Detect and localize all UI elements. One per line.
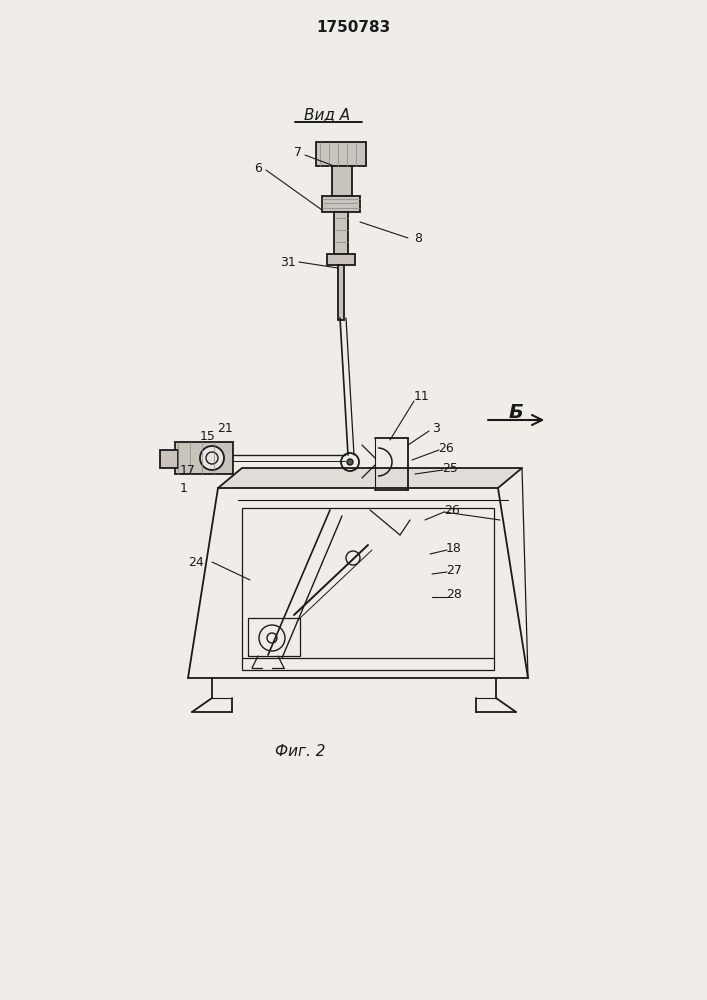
Bar <box>334 212 348 254</box>
Text: 1750783: 1750783 <box>316 20 390 35</box>
Bar <box>338 265 344 320</box>
Text: 8: 8 <box>414 232 422 244</box>
Text: 1: 1 <box>180 482 188 494</box>
Polygon shape <box>218 468 522 488</box>
Bar <box>242 508 494 670</box>
Text: 24: 24 <box>188 556 204 568</box>
Bar <box>322 196 360 212</box>
Text: 7: 7 <box>294 145 302 158</box>
Circle shape <box>200 446 224 470</box>
Text: 31: 31 <box>280 255 296 268</box>
Bar <box>175 442 233 474</box>
Text: Фиг. 2: Фиг. 2 <box>275 744 325 760</box>
Bar <box>160 450 178 468</box>
Text: 3: 3 <box>432 422 440 434</box>
Circle shape <box>347 459 353 465</box>
Text: Б: Б <box>508 403 523 422</box>
Bar <box>248 618 300 656</box>
Text: 11: 11 <box>414 390 430 403</box>
Text: 21: 21 <box>217 422 233 434</box>
Text: Вид A: Вид A <box>304 107 350 122</box>
Text: 27: 27 <box>446 564 462 576</box>
Text: 18: 18 <box>446 542 462 554</box>
Bar <box>327 254 355 265</box>
Text: 26: 26 <box>438 442 454 454</box>
Text: 17: 17 <box>180 464 196 477</box>
Text: 15: 15 <box>200 430 216 442</box>
Bar <box>316 142 366 166</box>
Text: 6: 6 <box>254 161 262 174</box>
Text: 25: 25 <box>442 462 458 475</box>
Text: 28: 28 <box>446 588 462 601</box>
Text: 26: 26 <box>444 504 460 516</box>
Bar <box>332 166 352 196</box>
